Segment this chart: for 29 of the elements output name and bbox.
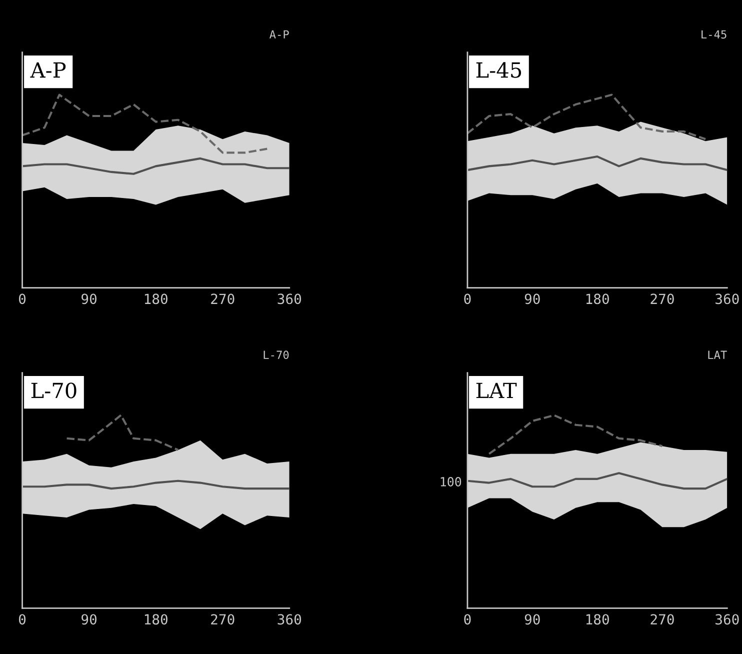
chart-title: L-45 (702, 30, 726, 39)
x-tick-label: 360 (716, 614, 739, 625)
x-tick-label: 0 (18, 614, 26, 625)
chart-title: LAT (708, 350, 727, 359)
text: L-70 (31, 382, 76, 398)
x-tick-label: 0 (464, 614, 471, 625)
x-tick-label: 90 (524, 294, 540, 304)
x-tick-label: 360 (716, 294, 739, 304)
text: LAT (476, 382, 517, 398)
x-tick-label: 360 (278, 294, 302, 304)
x-tick-label: 180 (586, 294, 609, 304)
annotation: 100 (440, 476, 462, 486)
x-tick-label: 270 (650, 614, 674, 625)
text: L-45 (476, 62, 522, 78)
x-tick-label: 360 (278, 614, 302, 625)
chart-title: L-70 (264, 350, 289, 360)
x-tick-label: 180 (144, 614, 168, 625)
x-tick-label: 270 (211, 294, 234, 304)
x-tick-label: 180 (586, 614, 609, 625)
x-tick-label: 270 (211, 614, 234, 625)
text: A-P (30, 62, 66, 78)
chart-title: A-P (270, 30, 289, 38)
x-tick-label: 90 (82, 614, 96, 625)
x-tick-label: 270 (650, 294, 674, 304)
x-tick-label: 90 (524, 614, 540, 625)
x-tick-label: 0 (464, 294, 471, 304)
x-tick-label: 90 (82, 294, 96, 304)
x-tick-label: 0 (18, 294, 26, 304)
x-tick-label: 180 (144, 294, 168, 304)
